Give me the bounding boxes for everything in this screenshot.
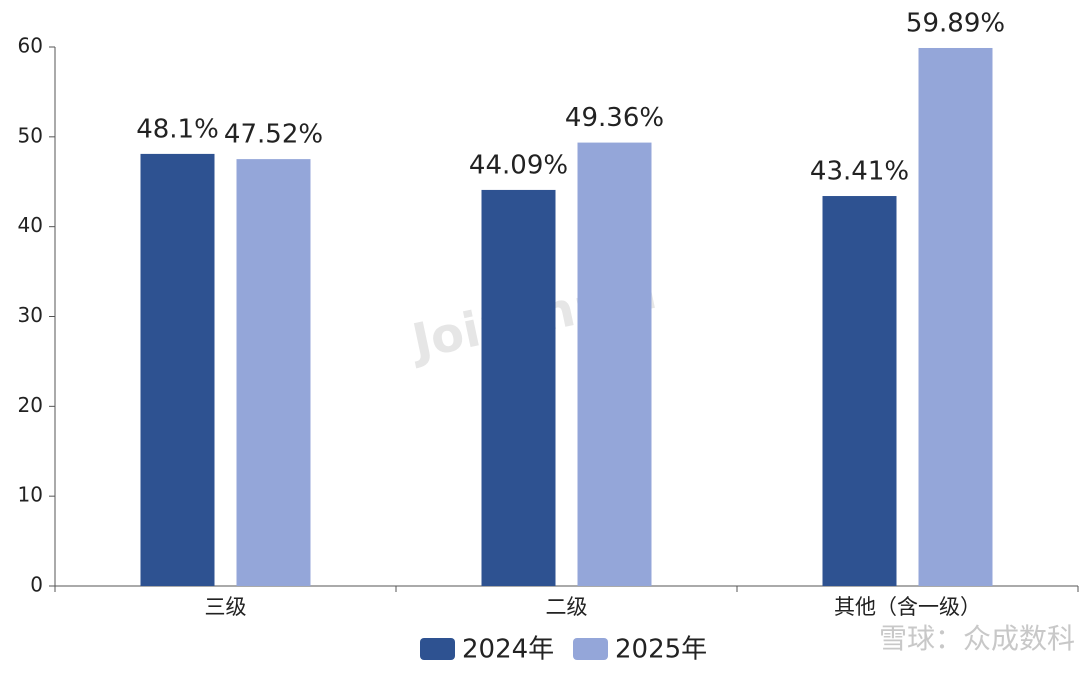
bar bbox=[577, 142, 652, 586]
value-label: 59.89% bbox=[906, 8, 1005, 38]
value-label: 47.52% bbox=[224, 120, 323, 150]
legend-label: 2024年 bbox=[462, 635, 554, 665]
y-tick-label: 60 bbox=[18, 34, 43, 58]
y-tick-label: 40 bbox=[18, 213, 43, 237]
y-tick-label: 50 bbox=[18, 123, 43, 147]
bar bbox=[140, 153, 215, 586]
legend-swatch bbox=[420, 638, 455, 660]
bar bbox=[236, 159, 311, 586]
x-tick-label: 三级 bbox=[205, 595, 247, 619]
legend-label: 2025年 bbox=[615, 635, 707, 665]
x-tick-label: 其他（含一级） bbox=[834, 595, 981, 619]
y-tick-label: 0 bbox=[30, 573, 43, 597]
y-tick-label: 10 bbox=[18, 483, 43, 507]
value-label: 43.41% bbox=[810, 157, 909, 187]
value-label: 48.1% bbox=[136, 114, 219, 144]
value-label: 44.09% bbox=[469, 150, 568, 180]
bar bbox=[481, 189, 556, 586]
y-tick-label: 30 bbox=[18, 303, 43, 327]
legend-swatch bbox=[573, 638, 608, 660]
value-label: 49.36% bbox=[565, 103, 664, 133]
bar bbox=[822, 196, 897, 586]
source: 雪球：众成数科 bbox=[879, 622, 1075, 655]
bar bbox=[918, 47, 993, 587]
y-tick-label: 20 bbox=[18, 393, 43, 417]
x-tick-label: 二级 bbox=[546, 595, 588, 619]
